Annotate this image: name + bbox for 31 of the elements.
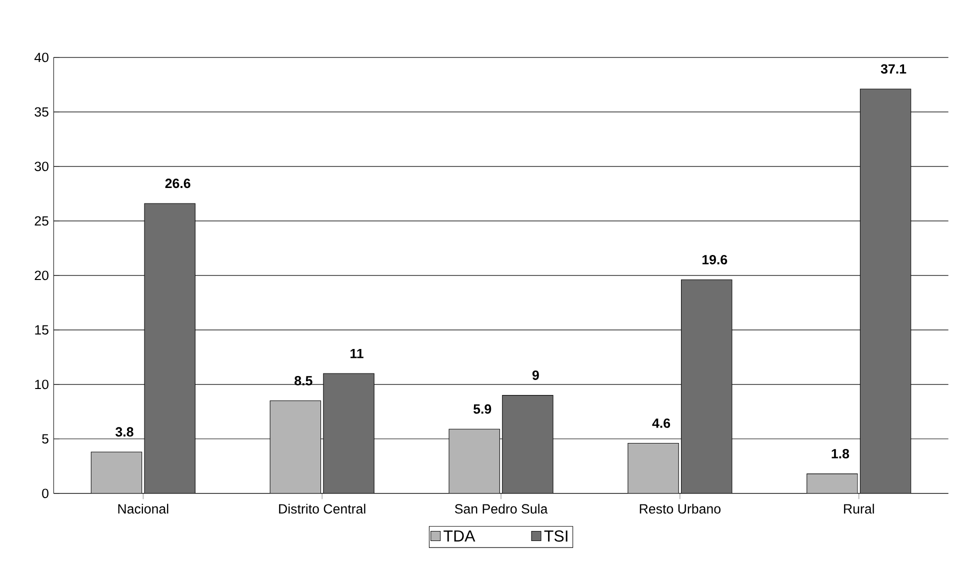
x-tick-label: San Pedro Sula <box>454 504 548 514</box>
bar <box>90 452 142 494</box>
y-tick-label: 20 <box>34 270 48 280</box>
bar <box>628 443 679 494</box>
data-label: 9 <box>532 370 539 380</box>
data-label: 8.5 <box>294 376 312 386</box>
data-label: 19.6 <box>702 254 728 264</box>
x-tick-label: Nacional <box>118 504 168 514</box>
y-tick-label: 25 <box>34 216 48 226</box>
data-label: 37.1 <box>880 64 906 74</box>
bar <box>448 428 500 494</box>
y-tick-label: 15 <box>35 325 48 335</box>
y-tick-label: 40 <box>34 52 48 62</box>
data-label: 1.8 <box>832 448 850 458</box>
data-label: 11 <box>350 348 364 358</box>
x-tick-label: Resto Urbano <box>640 504 721 514</box>
y-tick-label: 35 <box>34 107 48 117</box>
data-label: 5.9 <box>474 404 492 414</box>
data-label: 26.6 <box>165 178 190 188</box>
bar <box>270 400 322 494</box>
data-label: 4.6 <box>652 418 670 428</box>
bar <box>806 474 858 494</box>
x-tick-label: Distrito Central <box>279 504 366 514</box>
legend-label: TDA <box>444 530 476 542</box>
data-label: 3.8 <box>116 427 134 437</box>
y-tick-label: 0 <box>42 488 48 498</box>
legend-label: TSI <box>544 530 568 542</box>
y-tick-label: 10 <box>35 380 48 390</box>
y-tick-label: 5 <box>42 434 48 444</box>
x-tick-label: Rural <box>844 504 874 514</box>
y-tick-label: 30 <box>34 162 48 172</box>
